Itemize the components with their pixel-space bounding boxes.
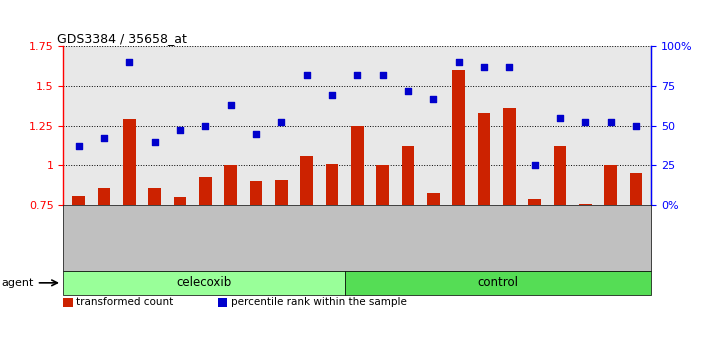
Point: [251, 131, 262, 136]
Bar: [73, 196, 85, 205]
Point: [427, 96, 439, 101]
Bar: [553, 146, 566, 205]
Text: GDS3384 / 35658_at: GDS3384 / 35658_at: [58, 32, 187, 45]
Point: [377, 72, 388, 78]
Point: [301, 72, 313, 78]
Bar: [528, 199, 541, 205]
Bar: [604, 166, 617, 205]
Point: [453, 59, 464, 65]
Bar: [301, 156, 313, 205]
Bar: [250, 181, 263, 205]
Bar: [376, 166, 389, 205]
Point: [529, 163, 540, 169]
Point: [554, 115, 565, 120]
Text: agent: agent: [1, 278, 34, 288]
Bar: [452, 70, 465, 205]
Point: [73, 143, 84, 149]
Bar: [629, 173, 642, 205]
Bar: [326, 164, 339, 205]
Text: control: control: [477, 276, 518, 289]
Bar: [401, 146, 414, 205]
Point: [124, 59, 135, 65]
Bar: [351, 126, 363, 205]
Point: [327, 92, 338, 98]
Point: [351, 72, 363, 78]
Point: [175, 127, 186, 133]
Text: celecoxib: celecoxib: [176, 276, 232, 289]
Point: [276, 120, 287, 125]
Bar: [218, 298, 227, 307]
Point: [200, 123, 211, 129]
Point: [630, 123, 641, 129]
Bar: [149, 188, 161, 205]
Bar: [225, 166, 237, 205]
Bar: [63, 271, 344, 295]
Text: transformed count: transformed count: [76, 297, 173, 307]
Bar: [98, 188, 111, 205]
Bar: [123, 119, 136, 205]
Bar: [579, 204, 591, 205]
Point: [579, 120, 591, 125]
Bar: [503, 108, 515, 205]
Point: [478, 64, 489, 69]
Point: [605, 120, 616, 125]
Bar: [174, 198, 187, 205]
Point: [99, 136, 110, 141]
Point: [225, 102, 237, 108]
Bar: [199, 177, 212, 205]
Bar: [427, 193, 439, 205]
Bar: [63, 205, 651, 271]
Bar: [477, 113, 490, 205]
Bar: [63, 298, 73, 307]
Point: [402, 88, 413, 93]
Point: [149, 139, 161, 144]
Point: [503, 64, 515, 69]
Bar: [344, 271, 651, 295]
Text: percentile rank within the sample: percentile rank within the sample: [231, 297, 407, 307]
Bar: [275, 180, 288, 205]
